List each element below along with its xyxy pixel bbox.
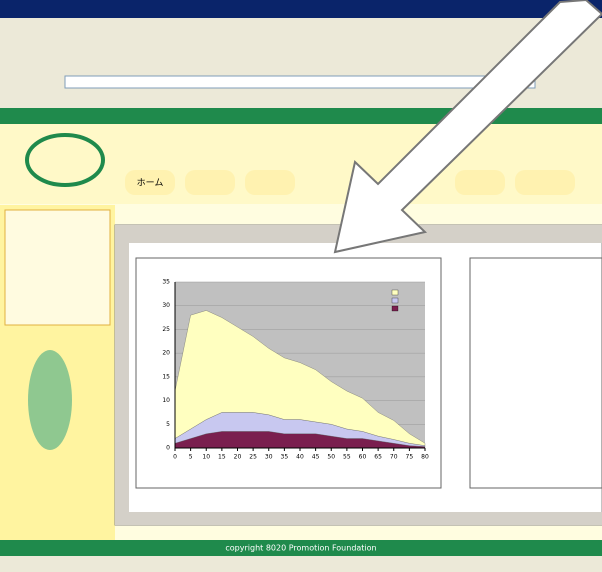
x-tick-label: 10: [202, 454, 210, 461]
x-tick-label: 80: [421, 454, 429, 461]
x-tick-label: 15: [218, 454, 226, 461]
x-tick-label: 65: [374, 454, 382, 461]
x-tick-label: 35: [281, 454, 289, 461]
header: [0, 124, 602, 204]
y-tick-label: 30: [162, 302, 170, 309]
side-menu[interactable]: [5, 210, 110, 325]
legend-swatch: [392, 290, 398, 295]
y-tick-label: 15: [162, 373, 170, 380]
sheet-tabs[interactable]: [115, 512, 602, 525]
x-tick-label: 55: [343, 454, 351, 461]
mascot: [28, 350, 72, 450]
legend-swatch: [392, 298, 398, 303]
nav-button[interactable]: [245, 170, 295, 195]
x-tick-label: 75: [406, 454, 414, 461]
y-tick-label: 10: [162, 397, 170, 404]
y-tick-label: 25: [162, 326, 170, 333]
nav-button[interactable]: [455, 170, 505, 195]
nav-button[interactable]: [515, 170, 575, 195]
row-headers: [115, 243, 129, 525]
y-tick-label: 0: [166, 445, 170, 452]
legend-swatch: [392, 306, 398, 311]
x-tick-label: 30: [265, 454, 273, 461]
x-tick-label: 5: [189, 454, 193, 461]
copyright: copyright 8020 Promotion Foundation: [225, 544, 376, 553]
y-tick-label: 20: [162, 350, 170, 357]
y-tick-label: 5: [166, 421, 170, 428]
nav-label[interactable]: ホーム: [137, 178, 164, 189]
x-tick-label: 0: [173, 454, 177, 461]
x-tick-label: 50: [327, 454, 335, 461]
screen: ホーム copyright 8020 Promotion Foundation …: [0, 0, 602, 572]
x-tick-label: 40: [296, 454, 304, 461]
page-top-band: [0, 108, 602, 124]
x-tick-label: 45: [312, 454, 320, 461]
y-tick-label: 35: [162, 279, 170, 286]
x-tick-label: 25: [249, 454, 257, 461]
x-tick-label: 20: [234, 454, 242, 461]
address-bar[interactable]: [65, 76, 535, 88]
nav-button[interactable]: [185, 170, 235, 195]
chart-box-2: [470, 258, 602, 488]
x-tick-label: 60: [359, 454, 367, 461]
x-tick-label: 70: [390, 454, 398, 461]
title-bar: [0, 0, 602, 18]
status-bar: [0, 556, 602, 572]
